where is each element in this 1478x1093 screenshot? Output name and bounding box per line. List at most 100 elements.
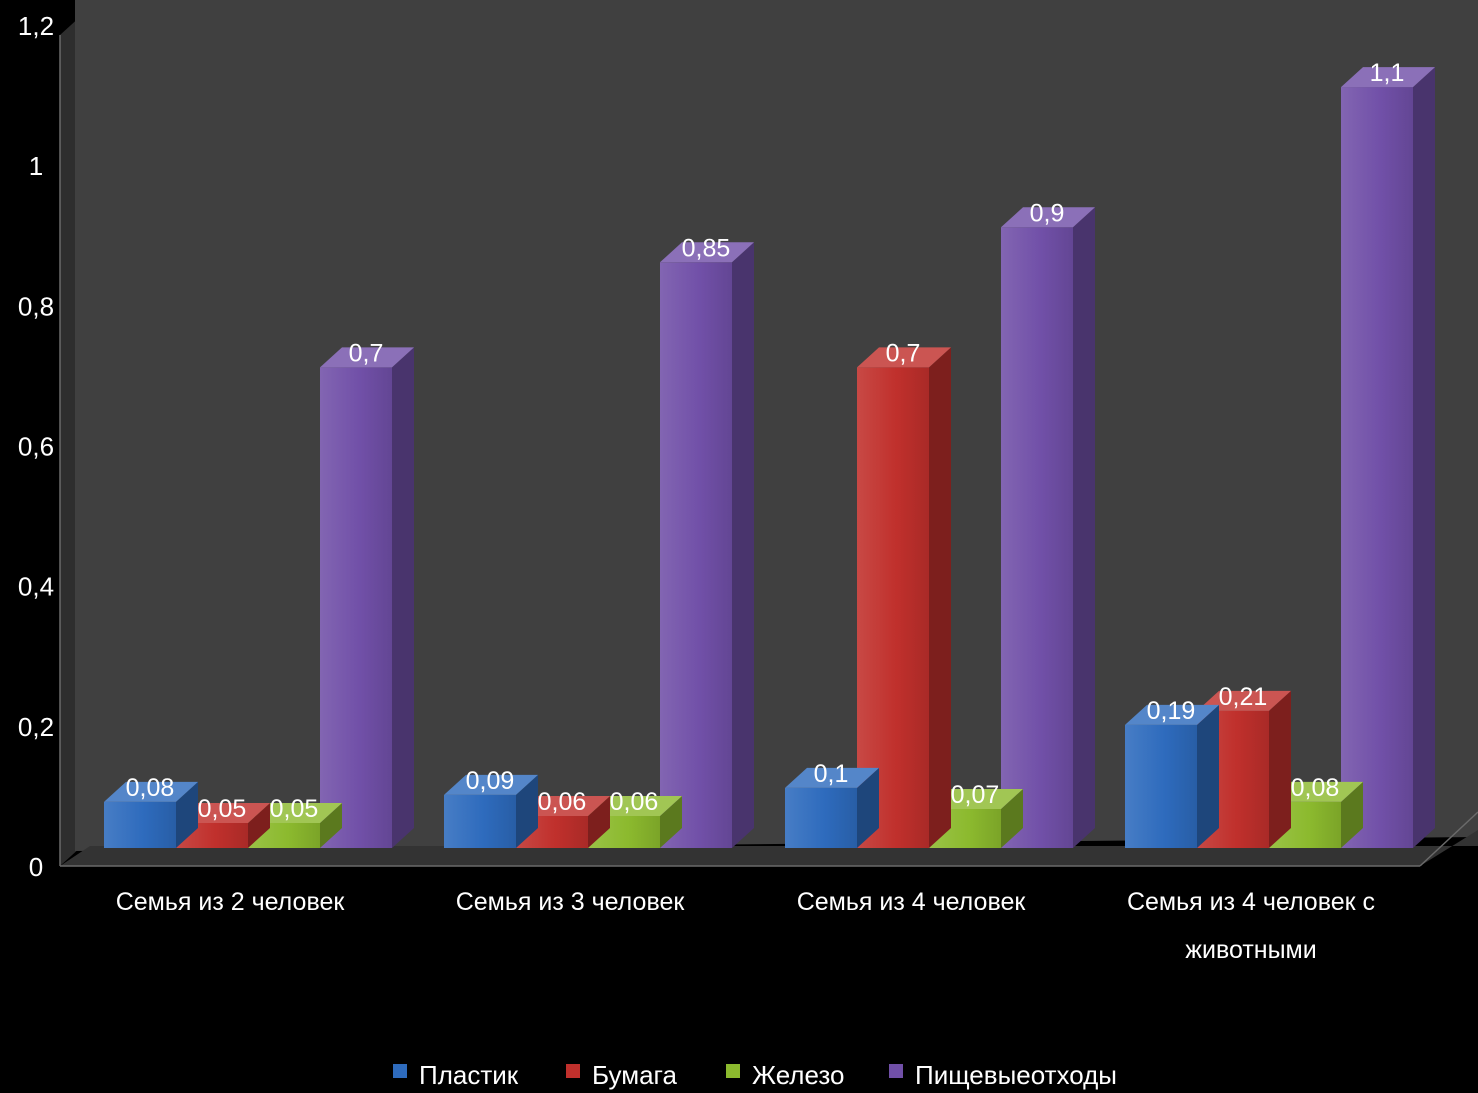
data-label: 0,08: [1291, 774, 1340, 802]
legend-label: Железо: [752, 1060, 844, 1090]
data-label: 0,06: [610, 788, 659, 816]
y-tick-label: 0,6: [18, 432, 54, 462]
data-label: 0,7: [886, 339, 921, 367]
bar-side: [1197, 704, 1219, 848]
data-label: 0,05: [270, 795, 319, 823]
bar-top: [1125, 704, 1219, 725]
bar-top: [444, 774, 538, 795]
bar-side: [392, 347, 414, 848]
bar-top: [929, 788, 1023, 809]
y-axis: 0 0,2 0,4 0,6 0,8 1 1,2: [18, 11, 54, 882]
data-label: 0,07: [951, 781, 1000, 809]
data-label: 0,7: [349, 339, 384, 367]
x-axis: Семья из 2 человек Семья из 3 человек Семь…: [116, 888, 1375, 964]
bar: [857, 347, 951, 848]
bar-top: [104, 781, 198, 802]
bar-top: [588, 795, 682, 816]
bar-top: [1269, 781, 1363, 802]
bar-top: [1197, 690, 1291, 711]
x-tick-label: Семья из 3 человек: [456, 888, 686, 916]
bar-front: [857, 367, 929, 848]
legend: Пластик Бумага Железо Пищевыеотходы: [393, 1060, 1117, 1090]
y-tick-label: 1: [29, 151, 43, 181]
plot-back-wall: [75, 0, 1478, 851]
bars-layer: 0,08 0,05 0,05 0,7 0,09 0,06 0,06 0,85 0,1 0,7 0,0…: [104, 59, 1435, 849]
y-tick-label: 0: [29, 852, 43, 882]
bar: [1341, 67, 1435, 849]
legend-swatch: [393, 1064, 407, 1078]
data-label: 0,09: [466, 767, 515, 795]
bar-side: [516, 774, 538, 848]
bar: [444, 774, 538, 848]
bar: [1001, 207, 1095, 848]
bar-front: [1341, 87, 1413, 849]
bar-top: [660, 242, 754, 263]
bar: [785, 767, 879, 848]
bar-side: [660, 795, 682, 848]
legend-item: Пластик: [393, 1060, 519, 1090]
bar: [1269, 781, 1363, 848]
bar-top: [1001, 207, 1095, 228]
bar-side: [1413, 67, 1435, 849]
data-label: 0,06: [538, 788, 587, 816]
x-tick-label: Семья из 4 человек: [797, 888, 1027, 916]
legend-item: Железо: [726, 1060, 844, 1090]
x-tick-label: животными: [1185, 936, 1316, 964]
bar-side: [1073, 207, 1095, 848]
bar-top: [320, 347, 414, 368]
legend-label: Бумага: [592, 1060, 677, 1090]
bar-front: [660, 262, 732, 849]
data-label: 0,21: [1219, 683, 1268, 711]
y-tick-label: 0,8: [18, 291, 54, 321]
data-label: 0,19: [1147, 697, 1196, 725]
bar-front: [1001, 227, 1073, 848]
bar-side: [248, 802, 270, 848]
legend-label: Пищевыеотходы: [915, 1060, 1117, 1090]
bar-front: [104, 801, 176, 848]
x-tick-label: Семья из 2 человек: [116, 888, 346, 916]
bar-top: [516, 795, 610, 816]
y-tick-label: 1,2: [18, 11, 54, 41]
bar-front: [444, 794, 516, 848]
legend-item: Пищевыеотходы: [889, 1060, 1117, 1090]
bar-side: [1341, 781, 1363, 848]
bar-front: [785, 787, 857, 848]
y-tick-label: 0,4: [18, 572, 54, 602]
data-label: 0,08: [126, 774, 175, 802]
bar: [176, 802, 270, 848]
legend-item: Бумага: [566, 1060, 677, 1090]
bar-front: [1125, 724, 1197, 848]
legend-swatch: [726, 1064, 740, 1078]
bar-side: [176, 781, 198, 848]
bar-side: [1269, 690, 1291, 848]
bar-side: [1001, 788, 1023, 848]
bar-top: [1341, 67, 1435, 88]
legend-swatch: [566, 1064, 580, 1078]
data-label: 0,05: [198, 795, 247, 823]
data-label: 0,9: [1030, 199, 1065, 227]
data-label: 1,1: [1370, 59, 1405, 87]
bar-top: [176, 802, 270, 823]
bar: [660, 242, 754, 849]
bar: [1125, 704, 1219, 848]
bar-side: [588, 795, 610, 848]
bar: [320, 347, 414, 848]
floor-edge-line: [1419, 811, 1478, 867]
bar-side: [857, 767, 879, 848]
x-tick-label: Семья из 4 человек с: [1127, 888, 1375, 916]
bar: [104, 781, 198, 848]
legend-swatch: [889, 1064, 903, 1078]
bar-top: [248, 802, 342, 823]
plot-background: [59, 0, 1478, 867]
data-label: 0,85: [682, 234, 731, 262]
plot-floor: [60, 830, 1478, 866]
bar: [588, 795, 682, 848]
bar-side: [732, 242, 754, 848]
legend-label: Пластик: [419, 1060, 519, 1090]
y-tick-label: 0,2: [18, 712, 54, 742]
data-label: 0,1: [814, 760, 849, 788]
bar-side: [929, 347, 951, 848]
bar-front: [320, 367, 392, 848]
bar-top: [785, 767, 879, 788]
